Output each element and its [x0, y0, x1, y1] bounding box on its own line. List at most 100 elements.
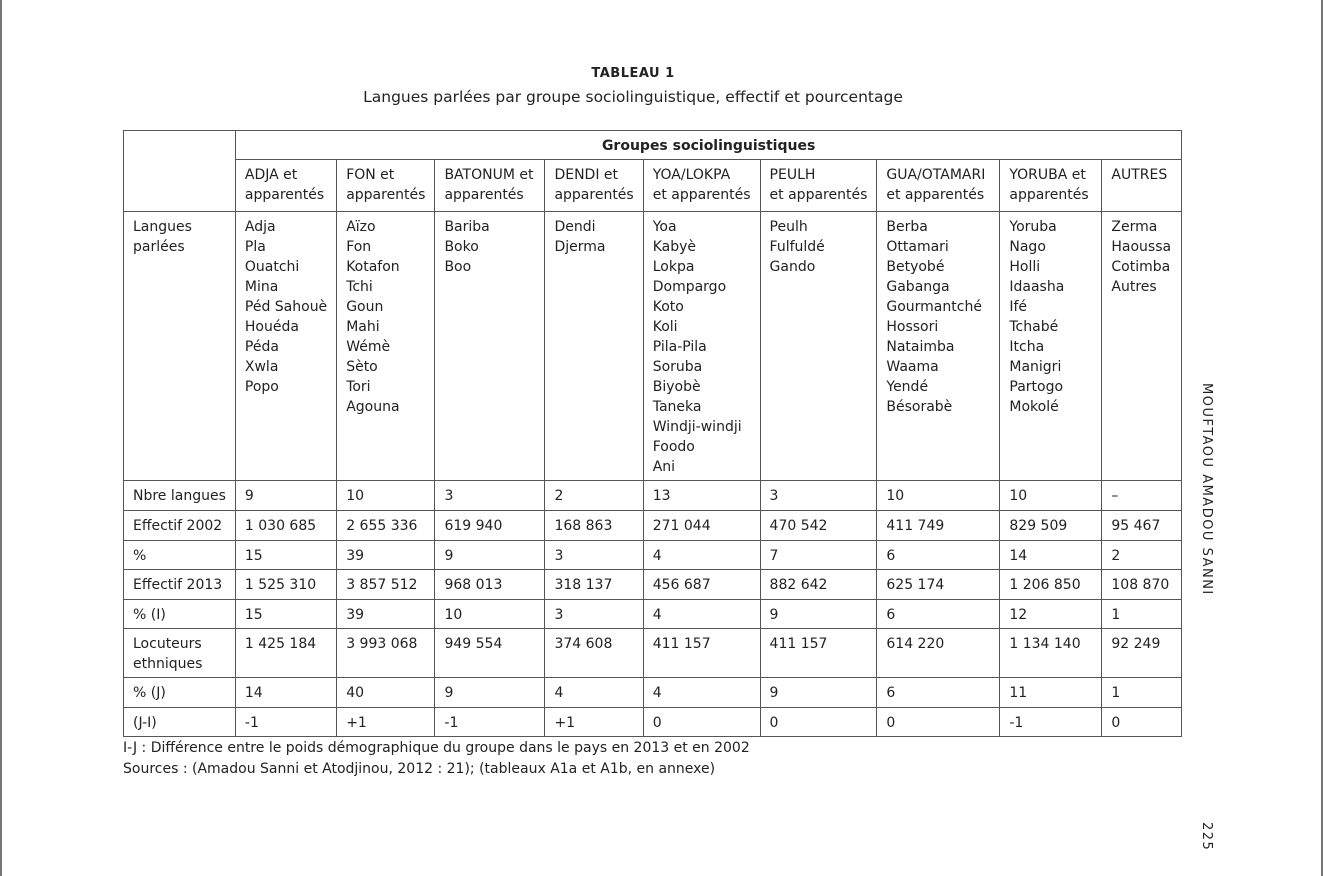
- data-row: % (I) 15 39 10 3 4 9 6 12 1: [123, 599, 1183, 629]
- language: Mahi: [346, 319, 380, 335]
- language: Holli: [1009, 259, 1041, 275]
- label-line: Effectif 2002: [133, 518, 223, 534]
- header-line: YORUBA et: [1009, 167, 1086, 183]
- value-cell: 2: [1101, 540, 1183, 570]
- value-cell: 6: [876, 677, 1001, 708]
- label-line: (J-I): [133, 715, 157, 731]
- value-cell: 10: [999, 480, 1103, 511]
- language: Nago: [1009, 239, 1046, 255]
- row-label: % (I): [123, 599, 236, 629]
- value-cell: +1: [544, 707, 644, 737]
- language: Wémè: [346, 339, 391, 355]
- row-label: % (J): [123, 677, 236, 708]
- language: Hossori: [886, 319, 939, 335]
- value-cell: 1 206 850: [999, 569, 1103, 600]
- value-cell: –: [1101, 480, 1183, 511]
- value-cell: 15: [234, 599, 338, 629]
- header-line: apparentés: [554, 187, 634, 203]
- value-cell: 10: [336, 480, 436, 511]
- value-cell: 10: [434, 599, 546, 629]
- row-label: Effectif 2002: [123, 510, 236, 541]
- column-header: AUTRES: [1101, 159, 1183, 212]
- language: Waama: [886, 359, 939, 375]
- value-cell: 1 525 310: [234, 569, 338, 600]
- value-cell: 829 509: [999, 510, 1103, 541]
- language: Houéda: [244, 319, 299, 335]
- language: Peulh: [769, 219, 808, 235]
- language: Djerma: [554, 239, 606, 255]
- value-cell: 10: [876, 480, 1001, 511]
- value-cell: 4: [642, 677, 761, 708]
- column-header: ADJA et apparentés: [234, 159, 338, 212]
- language: Tchabé: [1009, 319, 1059, 335]
- language: Xwla: [244, 359, 279, 375]
- value-cell: 15: [234, 540, 338, 570]
- column-header: FON et apparentés: [336, 159, 436, 212]
- language: Cotimba: [1111, 259, 1171, 275]
- language: Idaasha: [1009, 279, 1065, 295]
- value-cell: 14: [999, 540, 1103, 570]
- data-row: Locuteurs ethniques 1 425 184 3 993 068 949 …: [123, 628, 1183, 678]
- language: Boko: [444, 239, 479, 255]
- value-cell: 9: [759, 599, 878, 629]
- row-label: Effectif 2013: [123, 569, 236, 600]
- value-cell: +1: [336, 707, 436, 737]
- value-cell: 3 993 068: [336, 628, 436, 678]
- value-cell: 9: [759, 677, 878, 708]
- header-line: BATONUM et: [444, 167, 534, 183]
- value-cell: 2 655 336: [336, 510, 436, 541]
- language: Gourmantché: [886, 299, 982, 315]
- language: Bariba: [444, 219, 490, 235]
- column-header: YOA/LOKPA et apparentés: [642, 159, 761, 212]
- languages-cell: Bariba Boko Boo: [434, 211, 546, 481]
- value-cell: -1: [234, 707, 338, 737]
- language: Ifé: [1009, 299, 1028, 315]
- language: Aïzo: [346, 219, 376, 235]
- row-label: %: [123, 540, 236, 570]
- language: Goun: [346, 299, 384, 315]
- data-row: Nbre langues 9 10 3 2 13 3 10 10–: [123, 480, 1183, 511]
- value-cell: -1: [999, 707, 1103, 737]
- language: Zerma: [1111, 219, 1158, 235]
- data-row: Effectif 2002 1 030 685 2 655 336 619 940 16…: [123, 510, 1183, 541]
- language: Pla: [244, 239, 266, 255]
- value-cell: 9: [234, 480, 338, 511]
- value-cell: 0: [759, 707, 878, 737]
- header-line: PEULH: [769, 167, 816, 183]
- value-cell: 13: [642, 480, 761, 511]
- value-cell: 411 157: [642, 628, 761, 678]
- label-line: % (J): [133, 685, 166, 701]
- value-cell: 7: [759, 540, 878, 570]
- value-cell: 3 857 512: [336, 569, 436, 600]
- language: Betyobé: [886, 259, 945, 275]
- value-cell: 411 749: [876, 510, 1001, 541]
- header-line: et apparentés: [652, 187, 751, 203]
- languages-cell: Yoruba Nago Holli Idaasha Ifé Tchabé Itcha Mani…: [999, 211, 1103, 481]
- value-cell: 1: [1101, 599, 1183, 629]
- column-header-row: ADJA et apparentés FON et apparentés BATONUM…: [124, 159, 1183, 212]
- data-row: (J-I) -1 +1 -1 +1 0 0 0 -1 0: [123, 707, 1183, 737]
- value-cell: 9: [434, 540, 546, 570]
- value-cell: 1 425 184: [234, 628, 338, 678]
- language: Dompargo: [652, 279, 727, 295]
- value-cell: 168 863: [544, 510, 644, 541]
- header-line: GUA/OTAMARI: [886, 167, 986, 183]
- language: Yendé: [886, 379, 929, 395]
- value-cell: 9: [434, 677, 546, 708]
- language: Agouna: [346, 399, 400, 415]
- language: Lokpa: [652, 259, 695, 275]
- language: Mina: [244, 279, 279, 295]
- value-cell: 3: [434, 480, 546, 511]
- label-line: Langues: [133, 219, 192, 235]
- value-cell: 0: [642, 707, 761, 737]
- header-line: apparentés: [244, 187, 325, 203]
- language: Koli: [652, 319, 678, 335]
- value-cell: 14: [234, 677, 338, 708]
- value-cell: 374 608: [544, 628, 644, 678]
- value-cell: 12: [999, 599, 1103, 629]
- value-cell: 0: [876, 707, 1001, 737]
- language: Ottamari: [886, 239, 949, 255]
- row-label: Langues parlées: [123, 211, 236, 481]
- value-cell: 3: [544, 599, 644, 629]
- data-row: % (J) 14 40 9 4 4 9 6 11 1: [123, 677, 1183, 708]
